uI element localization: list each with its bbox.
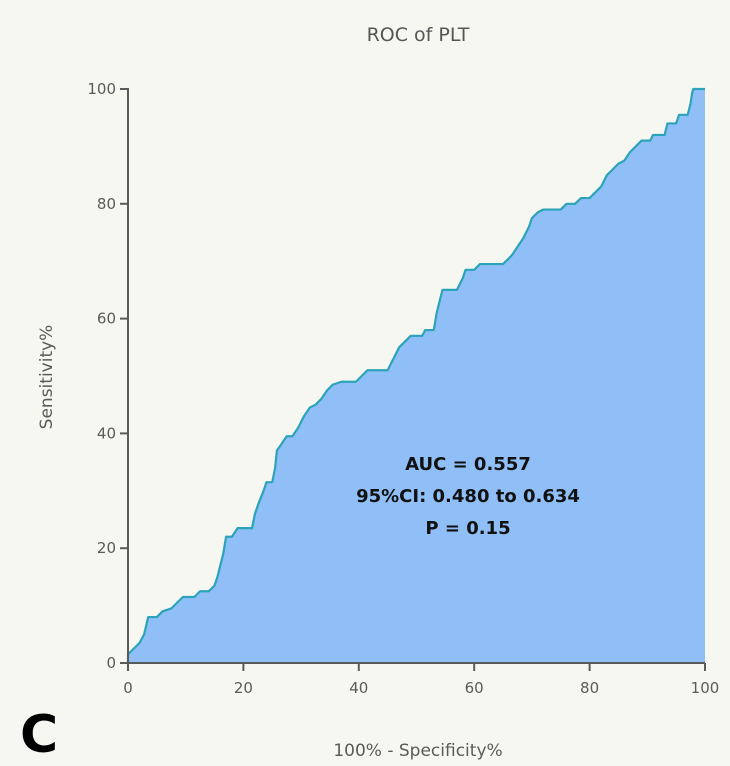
x-tick-label: 80 — [580, 679, 599, 697]
axes: 0 20 40 60 80 100 0 20 40 60 80 100 — [87, 80, 719, 697]
y-tick-label: 0 — [106, 654, 116, 672]
x-tick-label: 20 — [234, 679, 253, 697]
y-tick-label: 60 — [97, 310, 116, 328]
x-tick-label: 60 — [465, 679, 484, 697]
roc-curve-line — [126, 87, 705, 663]
y-tick-label: 100 — [87, 80, 116, 98]
chart-title: ROC of PLT — [367, 24, 470, 46]
panel-label: C — [20, 705, 58, 765]
x-tick-label: 40 — [349, 679, 368, 697]
y-tick-label: 40 — [97, 424, 116, 442]
plot-area — [126, 87, 705, 663]
x-tick-label: 0 — [123, 679, 133, 697]
y-axis-title: Sensitivity% — [37, 325, 57, 430]
y-tick-label: 20 — [97, 539, 116, 557]
x-tick-label: 100 — [691, 679, 720, 697]
y-tick-label: 80 — [97, 195, 116, 213]
roc-area-fill — [128, 89, 705, 663]
p-value-annotation: P = 0.15 — [425, 518, 510, 539]
auc-annotation: AUC = 0.557 — [405, 454, 531, 475]
x-axis-title: 100% - Specificity% — [333, 741, 502, 761]
ci-annotation: 95%CI: 0.480 to 0.634 — [356, 486, 580, 507]
